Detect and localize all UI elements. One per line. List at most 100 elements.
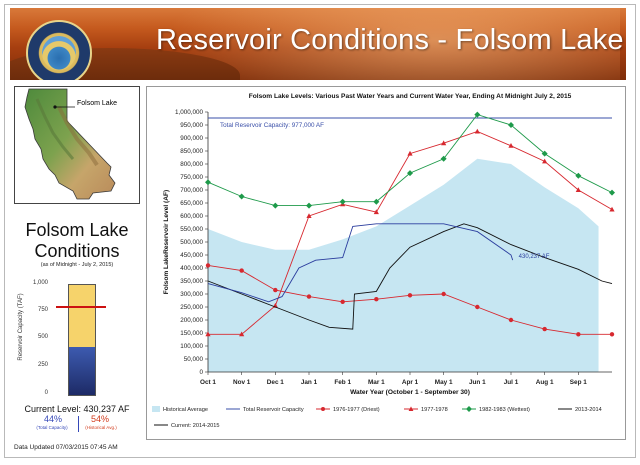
y-tick-label: 300,000 xyxy=(180,291,203,298)
x-tick-label: Mar 1 xyxy=(368,379,385,386)
series-1977-1978-point xyxy=(306,213,312,218)
y-tick-label: 450,000 xyxy=(180,252,203,259)
conditions-date: (as of Midnight - July 2, 2015) xyxy=(40,262,114,268)
gauge-tick: 250 xyxy=(37,362,48,368)
series-1977-1978-point xyxy=(407,150,413,156)
y-tick-label: 50,000 xyxy=(184,356,204,363)
series-1976-1977-point xyxy=(407,293,413,298)
legend-1976-1977-marker xyxy=(321,407,325,411)
series-1977-1978-point xyxy=(609,206,615,212)
series-2014-2015-line xyxy=(207,223,514,303)
y-tick-label: 750,000 xyxy=(180,174,203,181)
y-tick-label: 100,000 xyxy=(180,343,203,350)
x-tick-label: May 1 xyxy=(435,379,453,386)
y-axis-label: Folsom LakeReservoir Level (AF) xyxy=(163,190,170,294)
series-1982-1983-point xyxy=(205,179,211,186)
gauge-tick: 1,000 xyxy=(32,280,48,286)
x-tick-label: Aug 1 xyxy=(536,379,554,386)
series-1982-1983-point xyxy=(339,198,346,205)
series-1977-1978-point xyxy=(508,143,514,148)
seal-emblem xyxy=(42,36,76,70)
reservoir-levels-chart: Folsom Lake Levels: Various Past Water Y… xyxy=(152,93,615,429)
series-1976-1977-point xyxy=(576,332,581,337)
series-1982-1983-point xyxy=(541,150,548,157)
series-1976-1977-point xyxy=(374,297,379,302)
series-1977-1978-point xyxy=(373,209,379,215)
series-1976-1977-point xyxy=(475,304,480,310)
x-tick-label: Oct 1 xyxy=(200,379,216,386)
x-tick-label: Feb 1 xyxy=(334,379,351,386)
x-tick-label: Jun 1 xyxy=(469,379,486,386)
legend-2013-2014-label: 2013-2014 xyxy=(575,407,602,413)
percent-of-capacity-label: (Total Capacity) xyxy=(36,425,68,430)
map-label: Folsom Lake xyxy=(77,100,118,107)
x-tick-label: Sep 1 xyxy=(570,379,587,386)
legend-1977-1978-label: 1977-1978 xyxy=(421,407,448,413)
state-seal-logo xyxy=(26,20,92,80)
y-tick-label: 400,000 xyxy=(180,265,203,272)
series-1977-1978-point xyxy=(205,331,211,337)
gauge-tick: 750 xyxy=(37,307,48,313)
series-1976-1977-point xyxy=(542,326,547,332)
capacity-label: Total Reservoir Capacity: 977,000 AF xyxy=(220,122,324,129)
historical-average-area xyxy=(208,158,599,372)
capacity-gauge xyxy=(68,284,96,396)
legend-1982-1983-marker xyxy=(466,406,472,412)
series-1982-1983-point xyxy=(306,202,312,209)
series-1976-1977-point xyxy=(306,294,312,299)
series-1982-1983-point xyxy=(238,193,245,200)
banner-glow xyxy=(160,8,620,80)
legend-capacity-label: Total Reservoir Capacity xyxy=(243,407,304,413)
chart-title: Folsom Lake Levels: Various Past Water Y… xyxy=(249,93,572,100)
series-1977-1978-point xyxy=(542,158,548,164)
legend-current-label: Current: 2014-2015 xyxy=(171,423,220,429)
california-map[interactable]: Folsom Lake xyxy=(14,86,140,204)
current-level: Current Level: 430,237 AF xyxy=(24,404,130,414)
y-tick-label: 600,000 xyxy=(180,213,203,220)
series-1976-1977-point xyxy=(340,299,345,304)
current-level-label: 430,237 AF xyxy=(519,254,550,260)
y-tick-label: 950,000 xyxy=(180,122,203,129)
y-tick-label: 850,000 xyxy=(180,148,203,155)
series-1976-1977-point xyxy=(205,263,211,268)
california-map-graphic xyxy=(24,88,116,200)
x-tick-label: Jul 1 xyxy=(504,379,519,386)
percent-of-average: 54% xyxy=(90,414,109,424)
series-1977-1978-point xyxy=(474,128,480,134)
y-tick-label: 650,000 xyxy=(180,200,203,207)
legend-historical-average-swatch xyxy=(152,406,160,412)
series-1977-1978-point xyxy=(441,140,447,146)
series-1982-1983-point xyxy=(407,170,413,177)
gauge-historical-average-line xyxy=(56,305,106,308)
x-tick-label: Apr 1 xyxy=(402,379,419,386)
y-tick-label: 700,000 xyxy=(180,187,203,194)
page-title: Reservoir Conditions - Folsom Lake xyxy=(156,24,624,56)
series-1976-1977-point xyxy=(609,332,615,337)
x-tick-label: Jan 1 xyxy=(301,379,318,386)
series-1982-1983-point xyxy=(609,189,615,196)
series-1982-1983-point xyxy=(508,122,514,128)
folsom-lake-marker xyxy=(53,105,57,109)
series-1982-1983-point xyxy=(373,198,380,205)
series-1976-1977-point xyxy=(273,287,278,293)
y-tick-label: 0 xyxy=(199,369,203,376)
series-1982-1983-point xyxy=(440,155,447,162)
y-tick-label: 150,000 xyxy=(180,330,203,337)
y-tick-label: 800,000 xyxy=(180,161,203,168)
data-updated-footer: Data Updated 07/03/2015 07:45 AM xyxy=(14,444,118,451)
y-tick-label: 200,000 xyxy=(180,317,203,324)
california-shape xyxy=(24,88,116,200)
series-1982-1983-point xyxy=(474,111,481,118)
series-1976-1977-point xyxy=(239,268,244,273)
y-tick-label: 350,000 xyxy=(180,278,203,285)
x-axis-label: Water Year (October 1 - September 30) xyxy=(350,389,470,396)
percent-of-average-label: (Historical Avg.) xyxy=(85,425,117,430)
gauge-axis-label: Reservoir Capacity (TAF) xyxy=(18,293,24,361)
percent-divider xyxy=(78,416,79,432)
y-tick-label: 500,000 xyxy=(180,239,203,246)
legend-1976-1977-label: 1976-1977 (Driest) xyxy=(333,407,380,413)
percent-of-capacity: 44% xyxy=(43,414,62,424)
series-1982-1983-point xyxy=(575,172,582,179)
series-1976-1977-point xyxy=(508,317,514,323)
series-2013-2014-line xyxy=(207,223,613,330)
